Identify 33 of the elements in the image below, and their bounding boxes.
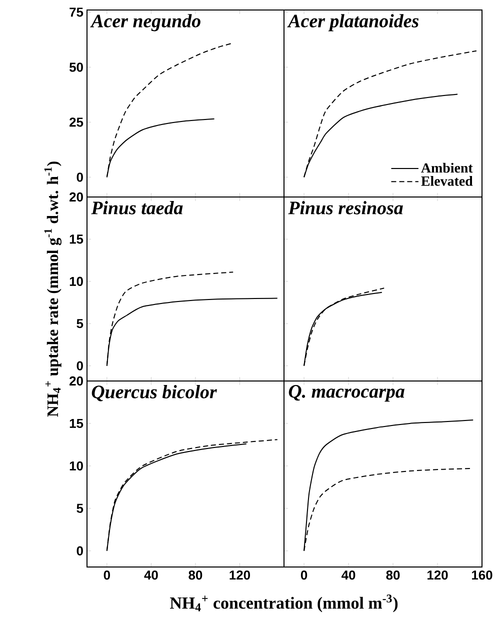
y-tick-label: 20 (70, 376, 83, 386)
y-tick-label: 0 (76, 172, 83, 182)
x-tick-label: 80 (188, 570, 202, 580)
legend-label: Ambient (421, 162, 473, 173)
chart-title: Q. macrocarpa (288, 385, 404, 402)
chart-title: Pinus taeda (91, 201, 183, 214)
y-tick-label: 10 (70, 461, 83, 471)
chart-title: Acer negundo (90, 14, 200, 32)
legend-label: Elevated (421, 176, 473, 186)
x-tick-label: 0 (300, 570, 308, 580)
chart-title: Pinus resinosa (288, 201, 403, 214)
x-tick-label: 40 (342, 570, 356, 580)
x-tick-label: 40 (144, 570, 158, 580)
y-tick-label: 5 (76, 504, 84, 513)
y-tick-label: 25 (70, 118, 84, 127)
y-tick-label: 50 (69, 62, 83, 72)
y-tick-label: 15 (70, 234, 84, 244)
y-tick-label: 0 (76, 361, 83, 370)
y-tick-label: 20 (70, 192, 83, 202)
x-tick-label: 120 (428, 570, 448, 580)
x-axis-title: NH$_{4}$$^{+}$ concentration (mmol m$^{-3}$) (170, 594, 398, 612)
y-tick-label: 0 (76, 546, 83, 556)
chart-title: Quercus bicolor (92, 385, 217, 402)
y-tick-label: 5 (76, 319, 84, 328)
y-tick-label: 10 (70, 276, 83, 286)
x-tick-label: 120 (230, 570, 250, 580)
x-tick-label: 0 (104, 570, 110, 580)
y-tick-label: 75 (70, 8, 84, 17)
y-axis-title: NH$_{4}$$^{+}$ uptake rate (mmol g$^{-1}$ d.wt. h$^{-1}$) (44, 162, 62, 417)
x-tick-label: 160 (472, 570, 492, 580)
y-tick-label: 15 (70, 418, 84, 428)
chart-title: Acer platanoides (287, 14, 419, 32)
x-tick-label: 80 (386, 570, 400, 580)
